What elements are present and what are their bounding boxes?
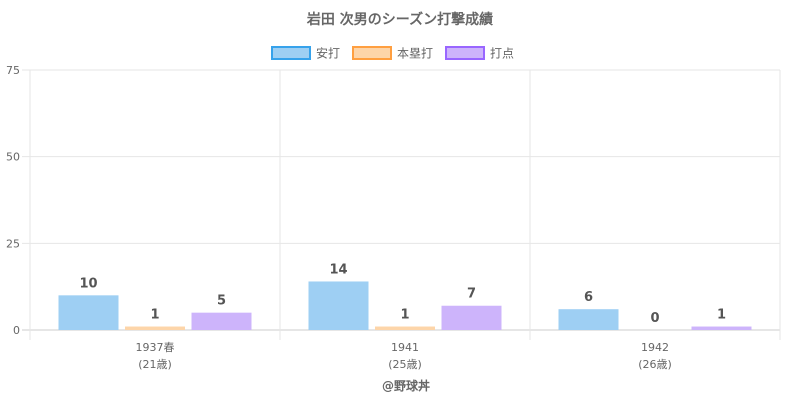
- legend: 安打 本塁打 打点: [271, 46, 514, 61]
- x-tick-sublabel: (21歳): [138, 358, 172, 371]
- legend-item[interactable]: 本塁打: [352, 46, 433, 61]
- bar: [691, 326, 752, 330]
- x-tick-label: 1942: [641, 341, 669, 354]
- y-tick-label: 0: [13, 324, 20, 337]
- data-label: 14: [329, 262, 347, 277]
- bar: [58, 295, 119, 330]
- legend-label: 本塁打: [397, 47, 433, 61]
- x-tick-sublabel: (25歳): [388, 358, 422, 371]
- y-tick-label: 50: [6, 151, 20, 164]
- chart-title: 岩田 次男のシーズン打撃成績: [306, 11, 493, 28]
- x-tick-sublabel: (26歳): [638, 358, 672, 371]
- legend-item[interactable]: 安打: [271, 46, 340, 61]
- data-label: 1: [400, 308, 409, 323]
- data-label: 7: [467, 287, 476, 302]
- bar: [191, 312, 252, 330]
- data-label: 10: [79, 276, 97, 291]
- bar: [441, 305, 502, 330]
- legend-label: 安打: [316, 46, 340, 61]
- x-axis: 1937春 (21歳) 1941 (25歳) 1942 (26歳): [136, 341, 672, 371]
- bars: 10 1 5 14 1 7 6 0 1: [58, 262, 752, 330]
- bar: [125, 326, 185, 330]
- y-tick-label: 25: [6, 237, 20, 250]
- data-label: 5: [217, 294, 226, 309]
- data-label: 1: [717, 308, 726, 323]
- x-tick-label: 1941: [391, 341, 419, 354]
- data-label: 6: [584, 290, 593, 305]
- x-tick-label: 1937春: [136, 341, 175, 354]
- legend-swatch: [271, 46, 311, 60]
- legend-label: 打点: [490, 47, 514, 61]
- y-tick-label: 75: [6, 64, 20, 77]
- credit: @野球丼: [382, 378, 430, 393]
- bar: [558, 309, 619, 330]
- data-label: 1: [150, 308, 159, 323]
- data-label: 0: [650, 311, 659, 326]
- legend-item[interactable]: 打点: [445, 46, 514, 61]
- legend-swatch: [352, 46, 392, 60]
- legend-swatch: [445, 46, 485, 60]
- bar: [308, 281, 369, 330]
- bar: [375, 326, 435, 330]
